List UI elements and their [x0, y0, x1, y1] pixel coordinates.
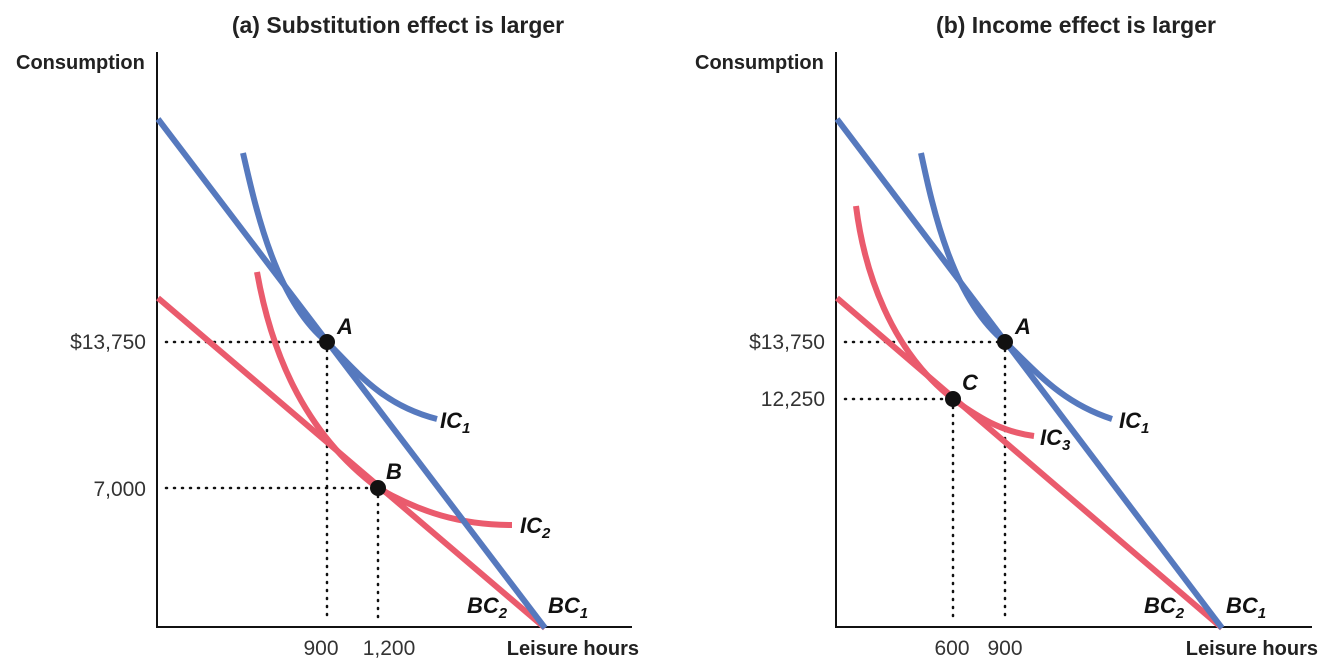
panel-b-point-c	[945, 391, 961, 407]
panel-a-bc1-line	[155, 117, 548, 630]
panel-a-x-axis-label: Leisure hours	[507, 638, 639, 660]
panel-b-y-tick-13750: $13,750	[749, 331, 825, 354]
panel-a-point-a	[319, 334, 335, 350]
panel-b-y-tick-12250: 12,250	[761, 388, 825, 411]
panel-b-ic3-name: IC	[1040, 425, 1063, 450]
panel-b-bc2-line	[835, 295, 1224, 631]
panel-b-title: (b) Income effect is larger	[936, 12, 1216, 38]
panel-a-title: (a) Substitution effect is larger	[232, 12, 564, 38]
panel-a-ic2-sub: 2	[541, 525, 551, 542]
panel-a-point-b	[370, 480, 386, 496]
panel-a-bc2-sub: 2	[498, 605, 508, 622]
panel-a-y-tick-13750: $13,750	[70, 331, 146, 354]
panel-a-bc2-line	[156, 295, 547, 631]
panel-b-point-c-label: C	[962, 370, 979, 395]
panel-b-point-a-label: A	[1014, 314, 1031, 339]
panel-b-bc2-name: BC	[1144, 593, 1177, 618]
panel-b-ic3-label: IC3	[1040, 425, 1071, 454]
panel-a-bc1-label: BC1	[548, 593, 588, 622]
panel-b-ic1-sub: 1	[1141, 420, 1149, 437]
panel-a-ic1-curve	[240, 152, 438, 422]
panel-b-bc1-label: BC1	[1226, 593, 1266, 622]
panel-a-ic2-label: IC2	[520, 513, 551, 542]
panel-a-bc1-sub: 1	[580, 605, 588, 622]
panel-b-bc2-sub: 2	[1175, 605, 1185, 622]
panel-b-bc2-label: BC2	[1144, 593, 1185, 622]
panel-a-x-tick-900: 900	[303, 637, 338, 660]
panel-b-bc1-line	[834, 117, 1225, 630]
panel-b-ic1-curve	[918, 152, 1113, 422]
panel-a-bc1-name: BC	[548, 593, 581, 618]
panel-a-y-tick-7000: 7,000	[93, 478, 146, 501]
panel-a-y-axis-label: Consumption	[16, 52, 145, 74]
panel-a-ic2-name: IC	[520, 513, 543, 538]
panel-b-bc1-name: BC	[1226, 593, 1259, 618]
panel-b-ic3-sub: 3	[1062, 437, 1071, 454]
panel-b-x-tick-900: 900	[987, 637, 1022, 660]
panel-a-x-tick-1200: 1,200	[363, 637, 416, 660]
panel-a-bc2-label: BC2	[467, 593, 508, 622]
panel-a: (a) Substitution effect is larger Consum…	[16, 12, 639, 660]
panel-a-bc2-name: BC	[467, 593, 500, 618]
panel-b-x-axis-label: Leisure hours	[1186, 638, 1318, 660]
panel-b-y-axis-label: Consumption	[695, 52, 824, 74]
panel-b-ic1-label: IC1	[1119, 408, 1149, 437]
panel-b-point-a	[997, 334, 1013, 350]
panel-b-ic1-name: IC	[1119, 408, 1142, 433]
panel-b-x-tick-600: 600	[934, 637, 969, 660]
panel-a-ic1-label: IC1	[440, 408, 470, 437]
panel-a-point-b-label: B	[386, 459, 402, 484]
panel-b: (b) Income effect is larger Consumption …	[695, 12, 1318, 660]
panel-a-ic1-sub: 1	[462, 420, 470, 437]
panel-a-ic1-name: IC	[440, 408, 463, 433]
panel-b-bc1-sub: 1	[1258, 605, 1266, 622]
panel-a-point-a-label: A	[336, 314, 353, 339]
